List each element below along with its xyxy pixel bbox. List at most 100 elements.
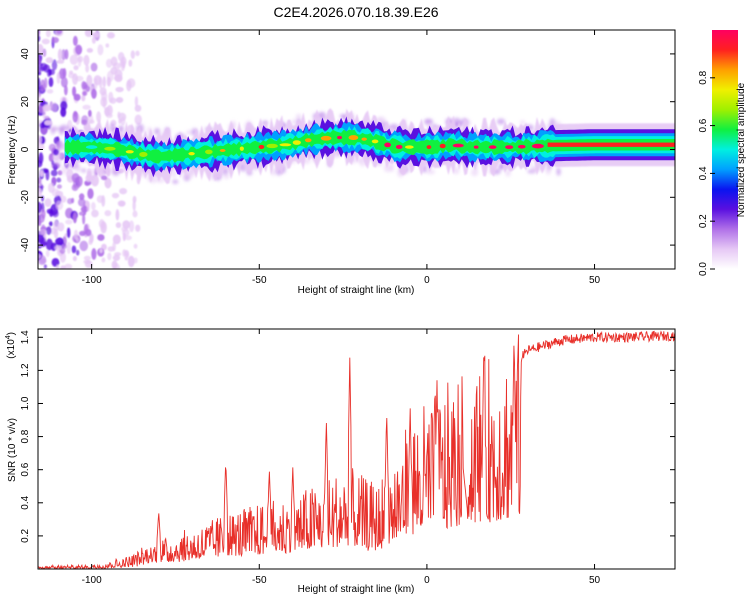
noise-speckle-blob bbox=[43, 264, 47, 269]
noise-speckle-blob bbox=[82, 213, 86, 225]
noise-speckle-blob bbox=[105, 58, 113, 68]
colorbar: 0.0 0.2 0.4 0.6 0.8 Normalized spectral ampl… bbox=[698, 30, 747, 276]
noise-speckle-blob bbox=[92, 32, 100, 38]
noise-speckle-blob bbox=[78, 211, 87, 216]
ridge-halo-blob bbox=[223, 173, 230, 180]
colorbar-tick-label: 0.8 bbox=[698, 70, 709, 84]
spectrogram-ridge-hotspots bbox=[85, 135, 675, 159]
ridge-hotspot bbox=[258, 144, 265, 149]
colorbar-tick-label: 0.2 bbox=[698, 214, 709, 228]
noise-speckle-blob bbox=[85, 64, 90, 73]
noise-speckle-blob bbox=[134, 96, 139, 107]
noise-speckle-blob bbox=[91, 36, 96, 44]
noise-speckle-blob bbox=[56, 177, 62, 183]
noise-speckle-blob bbox=[107, 252, 112, 261]
snr-y-axis-label: SNR (10 * v/v) bbox=[7, 418, 18, 482]
colorbar-label: Normalized spectral amplitude bbox=[736, 82, 747, 217]
noise-speckle-blob bbox=[115, 86, 124, 93]
noise-speckle-blob bbox=[38, 228, 47, 236]
noise-speckle-blob bbox=[104, 210, 112, 217]
noise-speckle-blob bbox=[64, 263, 73, 269]
snr-x-tick-label: 50 bbox=[589, 575, 601, 586]
noise-speckle-blob bbox=[99, 248, 103, 254]
noise-speckle-blob bbox=[51, 101, 58, 113]
noise-speckle-blob bbox=[110, 66, 118, 75]
noise-speckle-blob bbox=[93, 75, 102, 86]
noise-speckle-blob bbox=[81, 94, 86, 102]
noise-speckle-blob bbox=[38, 187, 43, 200]
svg-text:(x104): (x104) bbox=[5, 332, 17, 359]
ridge-hotspot bbox=[266, 143, 278, 149]
noise-speckle-blob bbox=[72, 35, 78, 46]
colorbar-gradient bbox=[712, 30, 738, 269]
noise-speckle-blob bbox=[124, 235, 132, 241]
spectrogram-y-tick-label: 40 bbox=[20, 48, 31, 60]
noise-speckle-blob bbox=[104, 106, 110, 117]
colorbar-tick-label: 0.6 bbox=[698, 118, 709, 132]
noise-speckle-blob bbox=[88, 119, 95, 124]
noise-speckle-blob bbox=[119, 187, 128, 195]
ridge-halo-blob bbox=[172, 179, 179, 184]
spectrogram-y-tick-label: 20 bbox=[20, 96, 31, 108]
ridge-halo-blob bbox=[496, 118, 506, 125]
noise-speckle-blob bbox=[48, 143, 56, 152]
ridge-halo-blob bbox=[425, 169, 436, 175]
ridge-halo-blob bbox=[470, 168, 479, 177]
noise-speckle-blob bbox=[45, 250, 50, 258]
noise-speckle-blob bbox=[54, 245, 62, 251]
noise-speckle-blob bbox=[83, 54, 90, 66]
noise-speckle-blob bbox=[106, 32, 115, 39]
spectrogram-y-tick-label: -20 bbox=[20, 190, 31, 205]
noise-speckle-blob bbox=[117, 51, 125, 62]
noise-speckle-blob bbox=[132, 200, 136, 211]
noise-speckle-blob bbox=[83, 255, 91, 261]
noise-speckle-blob bbox=[38, 219, 42, 227]
noise-speckle-blob bbox=[91, 248, 97, 260]
ridge-hotspot bbox=[188, 152, 195, 156]
noise-speckle-blob bbox=[124, 255, 129, 261]
noise-speckle-blob bbox=[38, 34, 41, 42]
snr-frame bbox=[37, 328, 676, 570]
noise-speckle-blob bbox=[101, 257, 106, 263]
snr-y-scale-label: (x104) bbox=[5, 332, 17, 359]
spectrogram-noise-speckle bbox=[38, 30, 143, 269]
snr-x-axis-label: Height of straight line (km) bbox=[298, 584, 415, 595]
noise-speckle-blob bbox=[84, 30, 93, 38]
ridge-halo-blob bbox=[295, 113, 302, 119]
snr-x-tick-label: 0 bbox=[424, 575, 430, 586]
noise-speckle-blob bbox=[41, 208, 46, 219]
noise-speckle-blob bbox=[43, 168, 49, 173]
noise-speckle-blob bbox=[72, 212, 77, 224]
ridge-halo-blob bbox=[118, 125, 124, 133]
noise-speckle-blob bbox=[77, 198, 86, 207]
spectrogram-content bbox=[38, 30, 675, 269]
noise-speckle-blob bbox=[82, 81, 88, 90]
snr-y-tick-label: 1.4 bbox=[20, 330, 31, 344]
noise-speckle-blob bbox=[53, 148, 60, 156]
noise-speckle-blob bbox=[85, 174, 92, 183]
ridge-band-4 bbox=[64, 129, 675, 164]
noise-speckle-blob bbox=[122, 220, 131, 230]
noise-speckle-blob bbox=[57, 170, 63, 176]
snr-plot-area bbox=[38, 329, 675, 569]
ridge-halo-blob bbox=[182, 171, 188, 180]
noise-speckle-blob bbox=[56, 184, 62, 189]
noise-speckle-blob bbox=[38, 77, 41, 90]
noise-speckle-blob bbox=[65, 219, 73, 225]
ridge-halo-blob bbox=[556, 167, 561, 176]
noise-speckle-blob bbox=[38, 30, 41, 37]
noise-speckle-blob bbox=[104, 177, 112, 189]
noise-speckle-blob bbox=[59, 195, 67, 203]
snr-x-tick-label: -100 bbox=[82, 575, 102, 586]
noise-speckle-blob bbox=[56, 30, 63, 35]
noise-speckle-blob bbox=[117, 112, 127, 122]
ridge-hotspot bbox=[531, 143, 544, 149]
noise-speckle-blob bbox=[79, 240, 89, 252]
noise-speckle-blob bbox=[82, 90, 87, 96]
noise-speckle-blob bbox=[102, 97, 106, 109]
ridge-hotspot bbox=[125, 150, 134, 154]
snr-x-ticks: -100 -50 0 50 bbox=[82, 329, 601, 586]
ridge-hotspot bbox=[336, 135, 343, 140]
noise-speckle-blob bbox=[69, 54, 79, 65]
